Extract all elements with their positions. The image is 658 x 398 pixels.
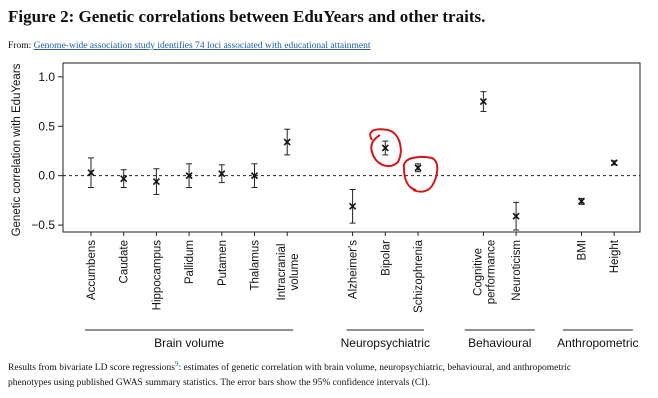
from-label: From: bbox=[8, 41, 31, 51]
plot-frame bbox=[62, 62, 641, 233]
caption-text: : estimates of genetic correlation with … bbox=[179, 362, 572, 373]
marker-stroke bbox=[250, 172, 259, 180]
point-marker bbox=[349, 202, 357, 210]
point-marker bbox=[512, 212, 520, 220]
x-tick-label-line: Intracranial bbox=[276, 244, 288, 301]
point-marker bbox=[610, 159, 618, 167]
marker-stroke bbox=[87, 169, 95, 177]
marker-stroke bbox=[349, 202, 357, 210]
marker-stroke bbox=[610, 159, 618, 167]
point-marker bbox=[152, 178, 160, 186]
caption-line: phenotypes using published GWAS summary … bbox=[8, 377, 430, 388]
x-tick-label: BMI bbox=[577, 240, 589, 260]
caption-ref[interactable]: 9 bbox=[175, 360, 179, 368]
figure-title: Figure 2: Genetic correlations between E… bbox=[8, 7, 485, 26]
red-annotation-circle bbox=[402, 155, 439, 193]
x-tick-label-line: Cognitive bbox=[472, 248, 484, 296]
source-link[interactable]: Genome-wide association study identifies… bbox=[34, 40, 371, 51]
x-tick-label: Pallidum bbox=[184, 240, 196, 284]
point-marker bbox=[479, 97, 487, 106]
x-tick-label: Hippocampus bbox=[151, 240, 163, 311]
x-tick-label: Neuroticism bbox=[511, 240, 523, 301]
x-tick-label: Cognitiveperformance bbox=[472, 240, 497, 305]
marker-stroke bbox=[479, 97, 487, 106]
x-tick-label: Caudate bbox=[119, 240, 131, 283]
caption-text: Results from bivariate LD score regressi… bbox=[8, 362, 175, 373]
x-tick-label: Accumbens bbox=[86, 240, 98, 300]
marker-stroke bbox=[577, 197, 586, 205]
group-label: Behavioural bbox=[468, 336, 531, 350]
x-tick-label: Alzheimer's bbox=[348, 240, 360, 299]
point-marker bbox=[120, 175, 128, 183]
x-tick-label-line: performance bbox=[485, 240, 497, 305]
point-marker bbox=[185, 172, 193, 180]
caption-line: Results from bivariate LD score regressi… bbox=[8, 360, 571, 373]
marker-stroke bbox=[185, 172, 193, 180]
point-marker bbox=[381, 144, 389, 152]
point-marker bbox=[87, 169, 95, 177]
red-annotation-circle bbox=[369, 128, 402, 168]
x-tick-label-line: volume bbox=[289, 253, 301, 290]
marker-stroke bbox=[512, 212, 520, 220]
group-label: Brain volume bbox=[154, 336, 224, 350]
y-tick-label: 0.0 bbox=[38, 169, 55, 183]
marker-stroke bbox=[152, 178, 160, 186]
x-tick-label: Schizophrenia bbox=[413, 239, 425, 312]
x-tick-label: Height bbox=[609, 239, 621, 273]
y-tick-label: −0.5 bbox=[31, 218, 55, 232]
marker-stroke bbox=[414, 164, 422, 172]
y-axis-label: Genetic correlation with EduYears bbox=[11, 63, 23, 236]
x-tick-label: Putamen bbox=[217, 240, 229, 286]
group-label: Neuropsychiatric bbox=[341, 336, 430, 350]
y-tick-label: 1.0 bbox=[38, 70, 55, 84]
marker-stroke bbox=[218, 170, 226, 178]
x-tick-label: Thalamus bbox=[250, 240, 262, 291]
marker-stroke bbox=[120, 175, 128, 183]
point-marker bbox=[250, 172, 259, 180]
point-marker bbox=[218, 170, 226, 178]
point-marker bbox=[283, 138, 291, 146]
group-label: Anthropometric bbox=[557, 336, 638, 350]
y-tick-label: 0.5 bbox=[38, 119, 55, 133]
point-marker bbox=[577, 197, 586, 205]
plot: −0.5 0.0 0.5 1.0 Accumbens Caudate Hippocampus… bbox=[31, 70, 640, 350]
point-marker bbox=[414, 164, 422, 172]
x-tick-label: Intracranialvolume bbox=[276, 244, 301, 301]
x-tick-label: Bipolar bbox=[380, 240, 392, 276]
marker-stroke bbox=[381, 144, 389, 152]
marker-stroke bbox=[283, 138, 291, 146]
source: From: Genome-wide association study iden… bbox=[8, 40, 371, 51]
